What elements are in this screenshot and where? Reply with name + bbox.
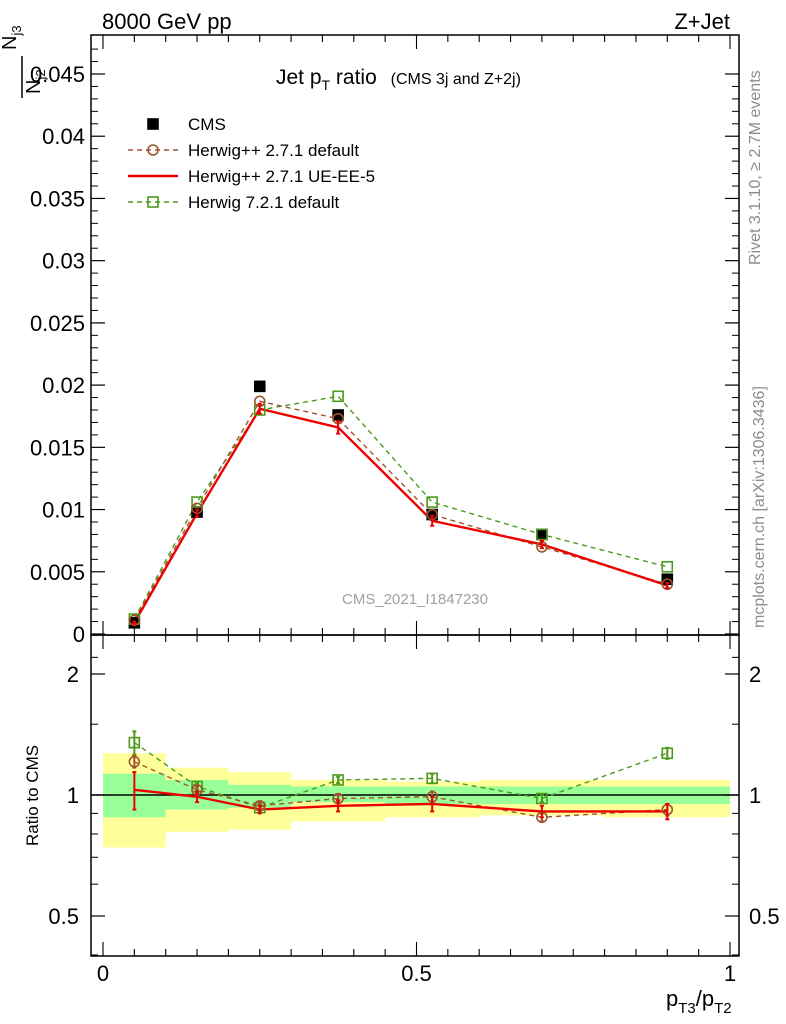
upper-ytick-label: 0.005: [30, 560, 85, 585]
herwig7-point: [191, 496, 203, 508]
upper-ytick-label: 0.01: [42, 498, 85, 523]
title-sub: T: [322, 77, 331, 93]
mcplots-text: mcplots.cern.ch [arXiv:1306.3436]: [751, 386, 768, 628]
xtick-label: 0: [97, 961, 109, 986]
upper-ytick-label: 0.025: [30, 311, 85, 336]
xlabel: pT3/pT2: [666, 986, 732, 1017]
lower-ytick-label: 1: [67, 783, 79, 808]
lower-ytick-label-right: 2: [749, 662, 761, 687]
ratio-herwig7-point: [332, 774, 344, 786]
legend-marker-herwig7: [147, 196, 159, 208]
upper-panel: 0 0.005 0.01 0.015 0.02 0.025 0.03 0.035 0.04 0.0…: [30, 35, 739, 647]
rivet-version-text: Rivet 3.1.10, ≥ 2.7M events: [747, 70, 764, 265]
legend: CMS Herwig++ 2.7.1 default Herwig++ 2.7.1 …: [128, 115, 375, 212]
ratio-herwigpp-default-point: [128, 755, 141, 768]
ratio-herwig7-point: [128, 736, 141, 749]
legend-label: Herwig++ 2.7.1 default: [188, 141, 359, 160]
upper-ylabel: Nj3 Nj2: [0, 25, 48, 98]
legend-marker-herwigpp-default: [147, 144, 159, 156]
upper-ytick-label: 0.03: [42, 249, 85, 274]
legend-label: CMS: [188, 115, 226, 134]
lower-ytick-label-right: 0.5: [749, 904, 780, 929]
lower-ytick-label: 2: [67, 662, 79, 687]
ratio-uncertainty-bands: [91, 753, 739, 848]
upper-ytick-label: 0.035: [30, 186, 85, 211]
xtick-label: 0.5: [401, 961, 432, 986]
ratio-herwig7-point: [536, 792, 548, 805]
legend-label: Herwig++ 2.7.1 UE-EE-5: [188, 167, 375, 186]
ratio-herwig7-point: [426, 772, 438, 785]
legend-marker-cms: [147, 118, 159, 130]
lower-ytick-label: 0.5: [48, 904, 79, 929]
lower-ylabel: Ratio to CMS: [23, 745, 42, 846]
cms-data-point: [536, 528, 548, 541]
title-rest: ratio: [330, 66, 377, 89]
title-small: (CMS 3j and Z+2j): [391, 71, 521, 88]
upper-ytick-label: 0.045: [30, 62, 85, 87]
herwigpp-default-point: [128, 614, 141, 627]
title-main: Jet p: [276, 66, 322, 89]
lower-frame: [90, 634, 740, 957]
upper-ytick-label: 0.04: [42, 124, 85, 149]
upper-ytick-label: 0.015: [30, 435, 85, 460]
cms-data-point: [332, 409, 344, 421]
header-left: 8000 GeV pp: [102, 9, 232, 34]
series-line-herwig7: [133, 395, 668, 620]
upper-ytick-label: 0: [73, 622, 85, 647]
ratio-herwig7-point: [661, 747, 674, 760]
header-right: Z+Jet: [674, 9, 730, 34]
ylabel-denominator: Nj2: [23, 69, 48, 94]
lower-panel: 0.5 0.5 1 1 2 2 0 0.5 1: [48, 635, 780, 986]
watermark: CMS_2021_I1847230: [342, 591, 488, 608]
herwig7-point: [661, 560, 674, 573]
herwigpp-default-point: [661, 578, 674, 591]
series-line-herwigpp-default: [133, 400, 668, 621]
herwig7-point: [332, 390, 344, 403]
ylabel-numerator: Nj3: [0, 25, 24, 50]
herwig7-point: [426, 496, 438, 508]
legend-label: Herwig 7.2.1 default: [188, 193, 339, 212]
cms-data-point: [253, 380, 266, 393]
upper-ytick-label: 0.02: [42, 373, 85, 398]
lower-ytick-label-right: 1: [749, 783, 761, 808]
chart-title: Jet pT ratio (CMS 3j and Z+2j): [276, 66, 521, 93]
herwig7-point: [536, 528, 548, 541]
xtick-label: 1: [724, 961, 736, 986]
